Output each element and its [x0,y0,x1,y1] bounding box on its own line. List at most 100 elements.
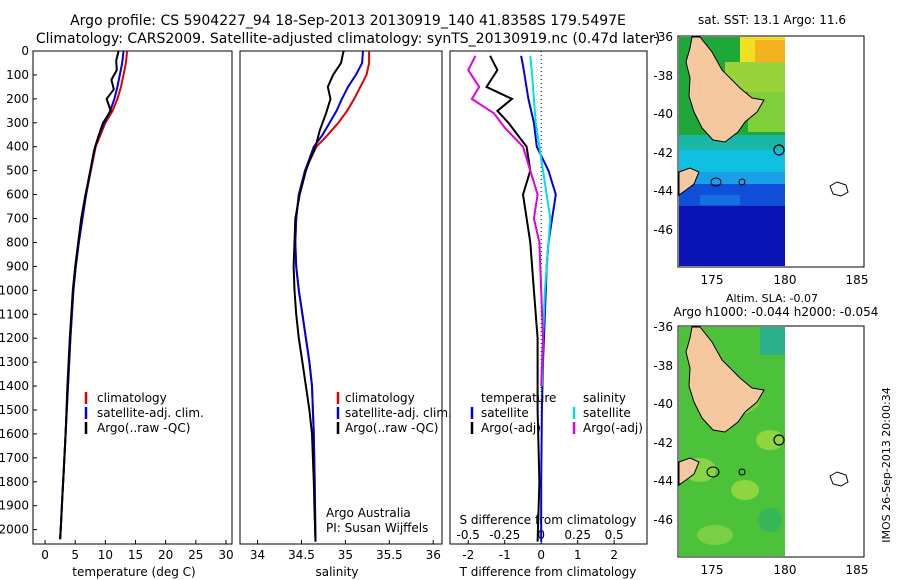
x-tick-label: 35 [338,548,353,562]
x-tick-label: -1 [499,548,511,562]
nz-south-island [678,167,700,196]
figure-title-line2: Climatology: CARS2009. Satellite-adjuste… [36,31,660,47]
plot-frame [449,50,648,545]
sla-map-title: Altim. SLA: -0.07 [726,292,818,305]
series-line-salinity-argo-adj [467,55,545,387]
x-tick-label: 30 [218,548,233,562]
y-tick-label: 1800 [0,475,29,489]
x-tick-label: 1 [574,548,582,562]
tick-label: 185 [846,273,869,287]
plot-frame [239,50,443,545]
tick-label: -46 [653,223,673,237]
salinity-xlabel: salinity [315,565,358,579]
y-tick-label: 600 [6,188,29,202]
y-tick-label: 400 [6,140,29,154]
s-tick-label: -0.25 [489,528,520,542]
y-tick-label: 1000 [0,283,29,297]
salinity-annotation-line2: PI: Susan Wijffels [326,521,428,535]
legend-label-satellite-adj: satellite-adj. clim. [97,406,204,420]
tick-label: -40 [653,107,673,121]
tick-label: -42 [653,436,673,450]
tick-label: -46 [653,513,673,527]
x-tick-label: 2 [610,548,618,562]
y-tick-label: 700 [6,212,29,226]
y-tick-label: 300 [6,116,29,130]
nz-south-island [678,457,700,486]
temperature-xlabel: temperature (deg C) [72,565,195,579]
timestamp-stamp: IMOS 26-Sep-2013 20:00:34 [880,387,893,542]
s-difference-label: S difference from climatology [460,513,637,527]
y-tick-label: 1900 [0,499,29,513]
series-line-argo-raw-qc [59,50,120,540]
salinity-legend: climatology satellite-adj. clim. Argo(..… [336,391,452,435]
s-tick-label: -0.5 [457,528,480,542]
temperature-panel: 0 5 10 15 20 25 300100200300400500600700800900… [0,44,234,562]
tick-label: -40 [653,397,673,411]
y-tick-label: 1300 [0,355,29,369]
salinity-annotation-line1: Argo Australia [326,506,411,520]
tick-label: -36 [653,320,673,334]
tick-label: -42 [653,146,673,160]
legend-label-s-argo: Argo(-adj) [583,421,643,435]
x-tick-label: 35.5 [376,548,403,562]
sst-map-title: sat. SST: 13.1 Argo: 11.6 [698,13,846,27]
y-tick-label: 500 [6,164,29,178]
salinity-panel: 34 34.5 35 35.5 36 [239,50,443,562]
sst-map [677,35,865,268]
legend-label-argo: Argo(..raw -QC) [345,421,438,435]
temperature-legend: climatology satellite-adj. clim. Argo(..… [84,391,204,435]
tick-label: 175 [701,563,724,577]
tick-label: 180 [774,563,797,577]
y-tick-label: 1600 [0,427,29,441]
difference-legend: temperature satellite Argo(-adj) salinit… [470,391,643,435]
plot-frame [32,50,233,545]
y-tick-label: 800 [6,235,29,249]
contour-ring [738,178,746,186]
tick-label: -36 [653,30,673,44]
x-tick-label: 5 [71,548,79,562]
tick-label: 175 [701,273,724,287]
nz-north-island [685,326,765,433]
sst-map-yticks: -36 -38 -40 -42 -44 -46 [653,30,673,237]
x-tick-label: 10 [98,548,113,562]
tick-label: -44 [653,184,673,198]
y-tick-label: 1100 [0,307,29,321]
contour-ring [738,468,746,476]
legend-label-climatology: climatology [97,391,167,405]
sla-map-yticks: -36 -38 -40 -42 -44 -46 [653,320,673,527]
legend-label-t-satellite: satellite [481,406,529,420]
argo-position-marker [773,434,785,446]
x-tick-label: 34 [250,548,265,562]
sla-map-xticks: 175 180 185 [701,563,869,577]
sla-map-subtitle: Argo h1000: -0.044 h2000: -0.054 [674,305,879,319]
legend-label-climatology: climatology [345,391,415,405]
contour-ring [706,466,720,478]
tick-label: 180 [774,273,797,287]
legend-label-s-satellite: satellite [583,406,631,420]
difference-panel: -2 -1 0 1 2-0.5 -0.25 0 0.25 0.5 [449,50,648,562]
y-tick-label: 1700 [0,451,29,465]
chatham-islands [829,181,849,197]
chatham-islands [829,471,849,487]
y-tick-label: 0 [21,44,29,58]
s-tick-label: 0.5 [605,528,624,542]
nz-north-island [685,36,765,143]
x-tick-label: 0 [41,548,49,562]
series-line-temperature-satellite [520,55,557,542]
y-tick-label: 1200 [0,331,29,345]
legend-title-temperature: temperature [481,391,556,405]
sst-map-xticks: 175 180 185 [701,273,869,287]
y-tick-label: 1400 [0,379,29,393]
y-tick-label: 900 [6,259,29,273]
legend-title-salinity: salinity [583,391,626,405]
contour-ring [710,177,722,187]
x-tick-label: 15 [128,548,143,562]
sst-heatmap-field [679,37,785,266]
x-tick-label: 0 [537,548,545,562]
y-tick-label: 100 [6,68,29,82]
tick-label: -38 [653,69,673,83]
x-tick-label: 36 [426,548,441,562]
tick-label: 185 [846,563,869,577]
tick-label: -38 [653,359,673,373]
